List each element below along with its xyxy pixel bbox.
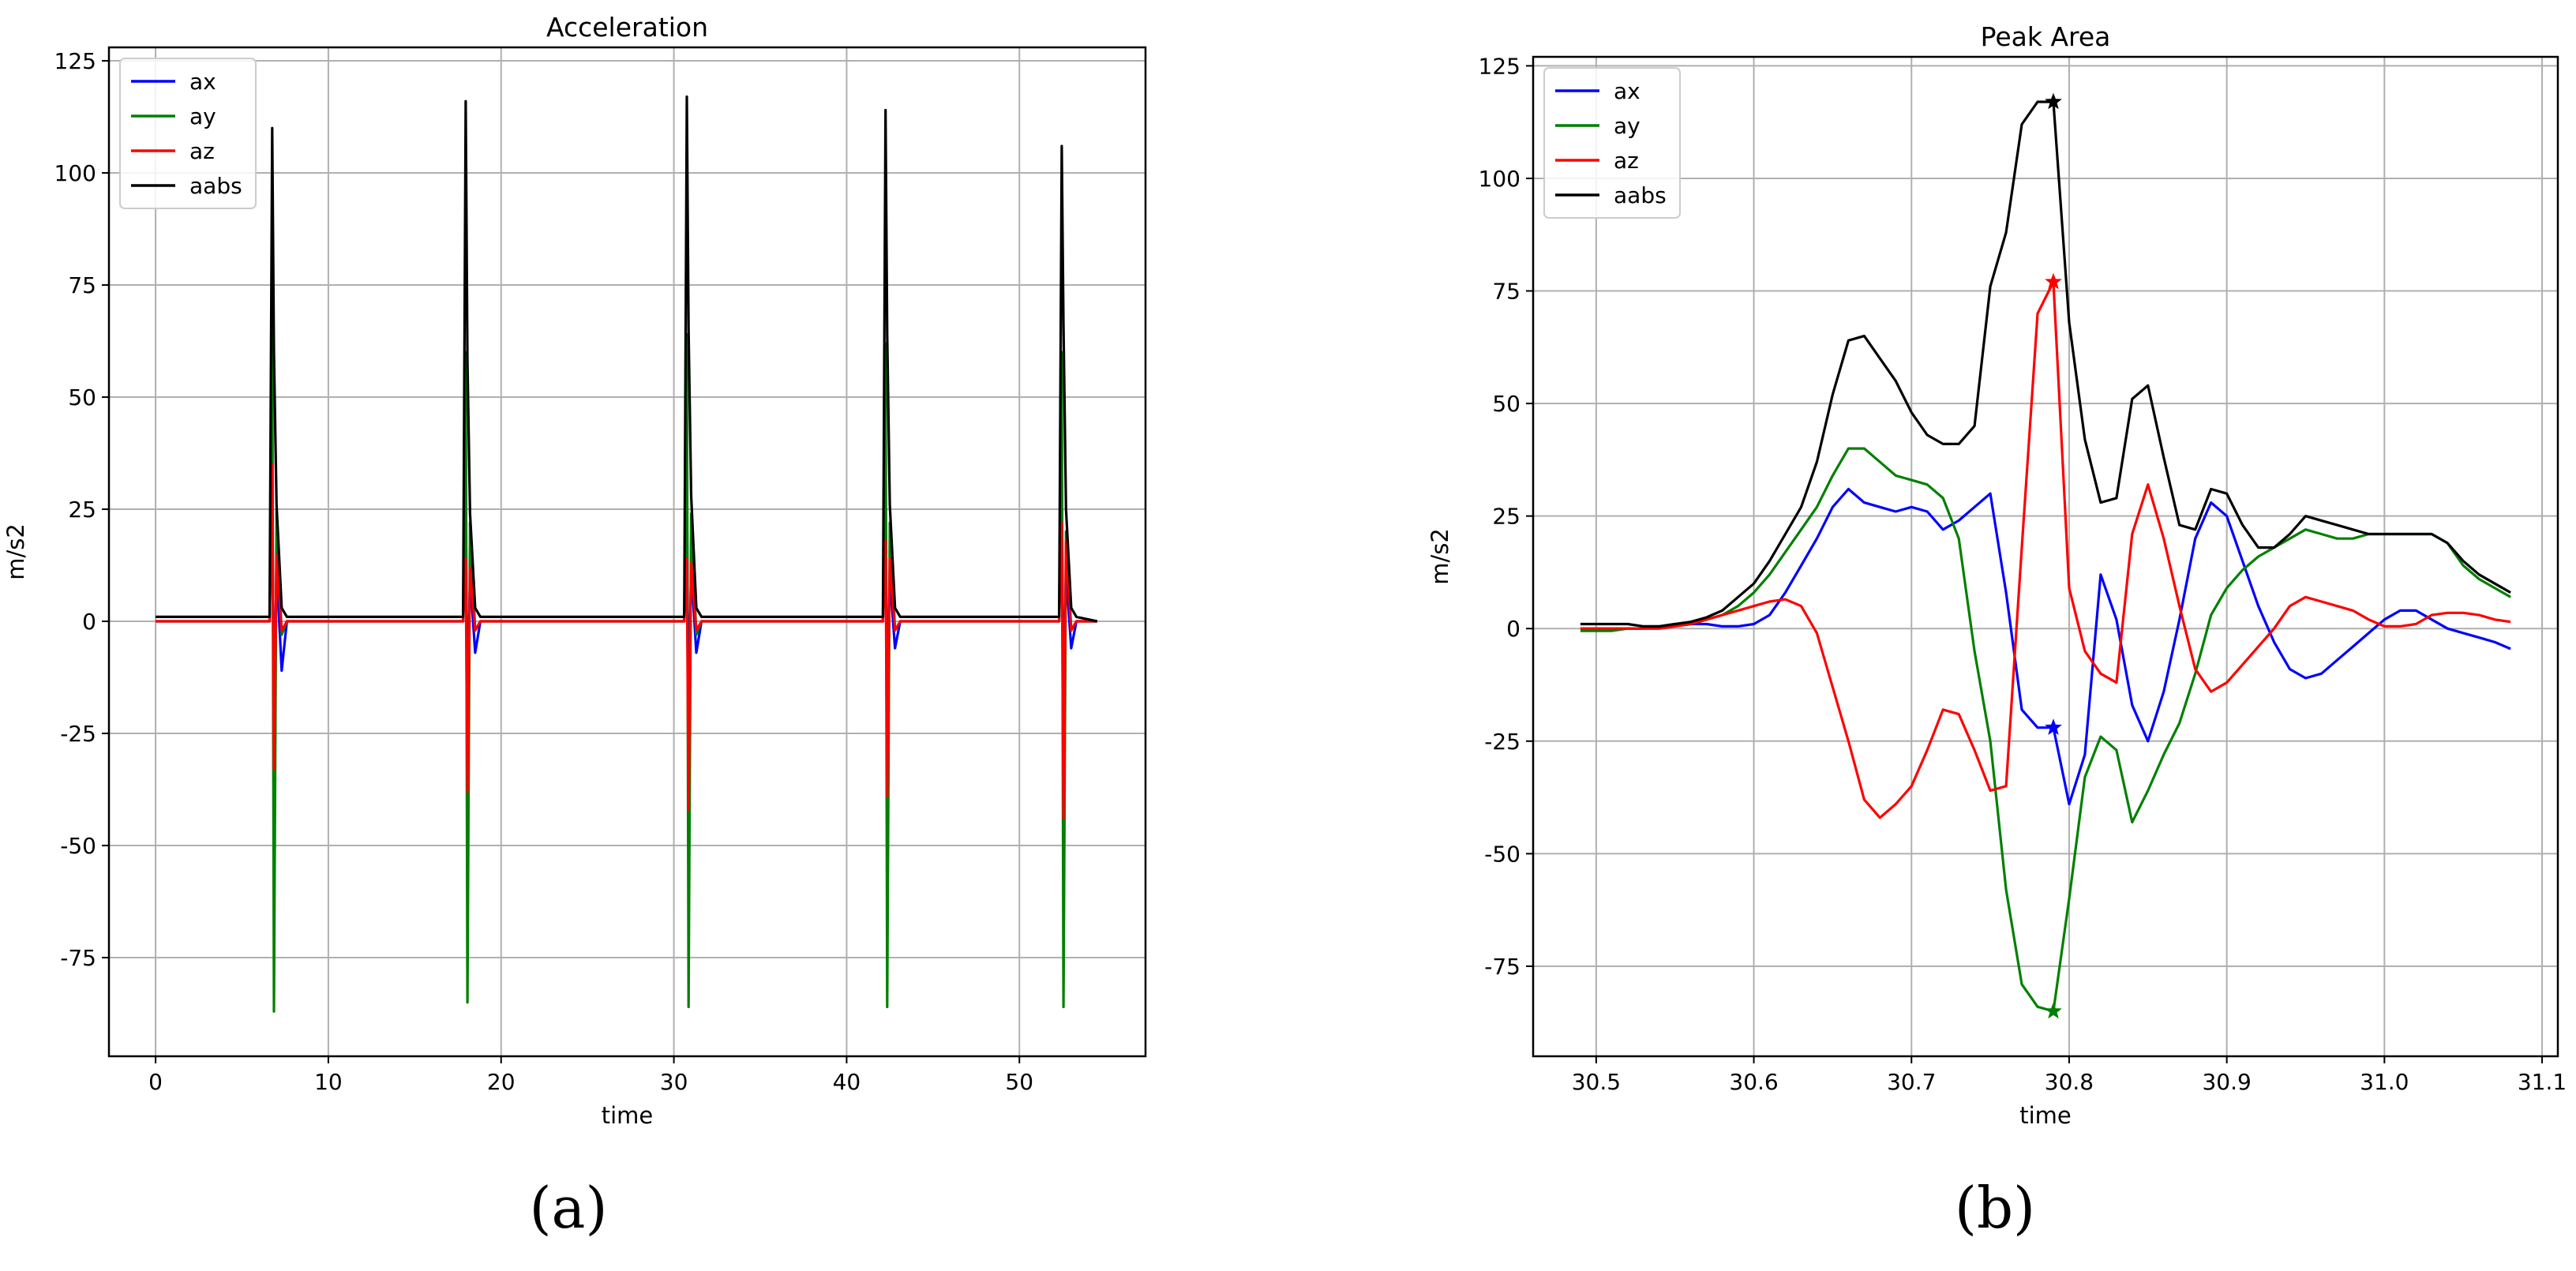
- series-line-ay: [1580, 447, 2511, 1013]
- plot-frame: [107, 46, 1147, 1058]
- y-tick-label: 25: [68, 497, 96, 523]
- x-tick-label: 10: [314, 1069, 343, 1095]
- y-tick-label: -75: [60, 945, 96, 971]
- y-tick-label: 50: [68, 384, 96, 411]
- y-tick-label: 125: [54, 48, 96, 74]
- y-tick-label: 25: [1492, 504, 1520, 530]
- y-tick-label: 75: [1492, 279, 1520, 305]
- y-axis-label: m/s2: [1427, 528, 1453, 585]
- series-line-ax: [156, 481, 1097, 722]
- series-line-ax: [1580, 487, 2511, 806]
- x-tick-label: 31.0: [2360, 1069, 2409, 1095]
- legend-label-aabs: aabs: [189, 173, 242, 199]
- chart-title: Acceleration: [546, 12, 708, 43]
- legend-box: [119, 58, 257, 209]
- y-tick-label: -75: [1484, 954, 1520, 980]
- x-tick-label: 0: [148, 1069, 163, 1095]
- y-tick-label: 100: [1479, 166, 1520, 192]
- x-tick-label: 20: [487, 1069, 516, 1095]
- y-tick-label: 125: [1479, 53, 1520, 79]
- peak-marker-az: [2045, 272, 2062, 290]
- peak-marker-ay: [2045, 1002, 2062, 1019]
- plot-frame: [1532, 55, 2559, 1058]
- x-tick-label: 30: [660, 1069, 688, 1095]
- x-axis-label: time: [602, 1102, 654, 1129]
- legend-label-ax: ax: [1614, 78, 1640, 104]
- y-tick-label: 100: [54, 160, 96, 186]
- x-tick-label: 31.1: [2518, 1069, 2567, 1095]
- legend-label-aabs: aabs: [1614, 182, 1667, 208]
- legend-label-az: az: [1614, 148, 1639, 174]
- x-tick-label: 50: [1005, 1069, 1033, 1095]
- legend-label-ay: ay: [189, 103, 216, 129]
- legend-label-ax: ax: [189, 69, 216, 95]
- series-line-az: [1580, 280, 2511, 819]
- y-tick-label: -25: [1484, 729, 1520, 755]
- x-tick-label: 30.5: [1572, 1069, 1621, 1095]
- series-line-az: [156, 463, 1097, 820]
- legend-label-ay: ay: [1614, 113, 1640, 139]
- x-axis-label: time: [2019, 1102, 2072, 1129]
- y-tick-label: 0: [1506, 616, 1520, 642]
- x-tick-label: 30.9: [2202, 1069, 2251, 1095]
- chart-title: Peak Area: [1981, 21, 2111, 52]
- peak-marker-ax: [2045, 718, 2062, 735]
- y-tick-label: -50: [60, 833, 96, 859]
- y-tick-label: -50: [1484, 841, 1520, 867]
- panel-label-b: (b): [1954, 1175, 2036, 1241]
- series-line-aabs: [1580, 100, 2511, 628]
- chart-acceleration: 0 10 20 30 40 50 -75 -50 -25 0 25 50 75 100 125 Acceler…: [2, 12, 1147, 1129]
- series-line-aabs: [156, 95, 1098, 623]
- y-tick-label: 0: [82, 609, 96, 635]
- y-tick-label: 50: [1492, 391, 1520, 417]
- x-tick-label: 30.6: [1729, 1069, 1778, 1095]
- x-tick-label: 30.7: [1887, 1069, 1936, 1095]
- y-tick-label: -25: [60, 721, 96, 747]
- series-line-ay: [156, 306, 1097, 1013]
- panel-label-a: (a): [529, 1175, 608, 1241]
- x-tick-label: 30.8: [2045, 1069, 2094, 1095]
- series-group: [156, 95, 1098, 1013]
- peak-marker-aabs: [2045, 92, 2062, 110]
- y-axis-label: m/s2: [2, 523, 29, 580]
- y-tick-label: 75: [68, 272, 96, 298]
- x-tick-label: 40: [833, 1069, 861, 1095]
- legend-box: [1543, 67, 1681, 219]
- series-group: [1580, 100, 2511, 1013]
- chart-peak-area: 30.5 30.6 30.7 30.8 30.9 31.0 31.1 -75 -50 -25 0 25…: [1427, 21, 2567, 1129]
- legend-label-az: az: [189, 138, 215, 164]
